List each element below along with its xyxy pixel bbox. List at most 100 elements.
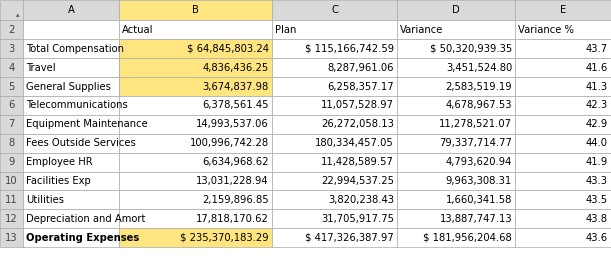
Text: 4: 4 (9, 63, 15, 73)
Text: 41.9: 41.9 (586, 157, 608, 167)
Bar (515, 0, 611, 20)
Text: Actual: Actual (122, 25, 154, 35)
Text: 11,428,589.57: 11,428,589.57 (321, 157, 394, 167)
Text: C: C (331, 5, 338, 15)
Bar (23, 77, 119, 96)
Text: Plan: Plan (275, 25, 296, 35)
Bar (515, 190, 611, 209)
Text: 43.3: 43.3 (586, 176, 608, 186)
Bar (397, 153, 515, 172)
Text: Depreciation and Amort: Depreciation and Amort (26, 214, 145, 224)
Bar (397, 77, 515, 96)
Bar (515, 153, 611, 172)
Text: 6,378,561.45: 6,378,561.45 (202, 101, 269, 110)
Text: 43.8: 43.8 (586, 214, 608, 224)
Text: Fees Outside Services: Fees Outside Services (26, 138, 136, 148)
Text: 26,272,058.13: 26,272,058.13 (321, 119, 394, 129)
Bar (515, 39, 611, 58)
Text: D: D (452, 5, 460, 15)
Text: 6,258,357.17: 6,258,357.17 (327, 82, 394, 92)
Text: $ 181,956,204.68: $ 181,956,204.68 (423, 233, 512, 243)
Bar (272, 115, 397, 134)
Bar (272, 58, 397, 77)
Bar (272, 0, 397, 20)
Text: 22,994,537.25: 22,994,537.25 (321, 176, 394, 186)
Text: 2: 2 (9, 25, 15, 35)
Text: 13,887,747.13: 13,887,747.13 (439, 214, 512, 224)
Text: 3: 3 (9, 44, 15, 54)
Bar (23, 115, 119, 134)
Bar (0, 115, 23, 134)
Text: $ 235,370,183.29: $ 235,370,183.29 (180, 233, 269, 243)
Text: Equipment Maintenance: Equipment Maintenance (26, 119, 148, 129)
Text: 3,820,238.43: 3,820,238.43 (328, 195, 394, 205)
Bar (515, 228, 611, 247)
Text: 42.9: 42.9 (586, 119, 608, 129)
Bar (23, 134, 119, 153)
Bar (119, 228, 272, 247)
Bar (515, 172, 611, 190)
Text: 42.3: 42.3 (586, 101, 608, 110)
Bar (119, 20, 272, 39)
Bar (272, 77, 397, 96)
Text: B: B (192, 5, 199, 15)
Bar (397, 172, 515, 190)
Bar (0, 134, 23, 153)
Text: Variance: Variance (400, 25, 444, 35)
Bar (272, 209, 397, 228)
Text: 2,159,896.85: 2,159,896.85 (202, 195, 269, 205)
Text: 41.3: 41.3 (586, 82, 608, 92)
Text: 8,287,961.06: 8,287,961.06 (327, 63, 394, 73)
Bar (515, 58, 611, 77)
Bar (397, 0, 515, 20)
Bar (0, 39, 23, 58)
Bar (0, 153, 23, 172)
Text: Travel: Travel (26, 63, 56, 73)
Bar (272, 134, 397, 153)
Bar (23, 20, 119, 39)
Text: 11,278,521.07: 11,278,521.07 (439, 119, 512, 129)
Text: Telecommunications: Telecommunications (26, 101, 128, 110)
Text: 12: 12 (5, 214, 18, 224)
Text: 10: 10 (5, 176, 18, 186)
Bar (23, 228, 119, 247)
Bar (23, 58, 119, 77)
Bar (515, 20, 611, 39)
Bar (119, 58, 272, 77)
Bar (397, 228, 515, 247)
Bar (397, 134, 515, 153)
Bar (119, 153, 272, 172)
Text: 4,678,967.53: 4,678,967.53 (445, 101, 512, 110)
Bar (119, 172, 272, 190)
Bar (119, 209, 272, 228)
Text: 13: 13 (5, 233, 18, 243)
Text: 1,660,341.58: 1,660,341.58 (445, 195, 512, 205)
Text: 3,451,524.80: 3,451,524.80 (446, 63, 512, 73)
Text: $ 115,166,742.59: $ 115,166,742.59 (305, 44, 394, 54)
Bar (272, 20, 397, 39)
Text: 9,963,308.31: 9,963,308.31 (446, 176, 512, 186)
Text: $ 64,845,803.24: $ 64,845,803.24 (187, 44, 269, 54)
Bar (0, 58, 23, 77)
Bar (0, 190, 23, 209)
Bar (23, 172, 119, 190)
Bar (515, 134, 611, 153)
Text: Variance %: Variance % (518, 25, 574, 35)
Text: E: E (560, 5, 566, 15)
Text: 17,818,170.62: 17,818,170.62 (196, 214, 269, 224)
Bar (397, 39, 515, 58)
Bar (23, 153, 119, 172)
Text: 9: 9 (9, 157, 15, 167)
Text: 6: 6 (9, 101, 15, 110)
Text: 43.6: 43.6 (586, 233, 608, 243)
Text: 14,993,537.06: 14,993,537.06 (196, 119, 269, 129)
Bar (119, 96, 272, 115)
Bar (119, 190, 272, 209)
Bar (272, 190, 397, 209)
Text: 41.6: 41.6 (586, 63, 608, 73)
Bar (272, 39, 397, 58)
Bar (23, 39, 119, 58)
Bar (272, 153, 397, 172)
Bar (397, 96, 515, 115)
Bar (0, 20, 23, 39)
